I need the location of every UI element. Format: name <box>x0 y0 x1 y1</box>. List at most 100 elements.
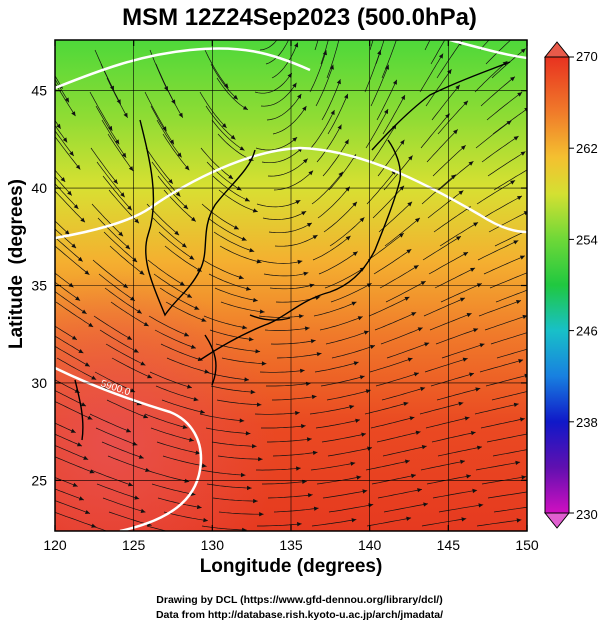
streamline <box>491 391 527 401</box>
streamline <box>254 72 293 94</box>
streamline <box>210 63 239 100</box>
colorbar-tick-label: 254 <box>576 232 598 247</box>
streamline-arrow <box>411 312 417 317</box>
streamline <box>90 469 134 487</box>
streamline-arrow <box>197 357 203 362</box>
streamline-arrow <box>302 106 307 111</box>
streamline <box>262 481 307 485</box>
streamline <box>486 433 527 443</box>
streamline <box>55 325 78 341</box>
streamline <box>374 312 417 331</box>
streamline <box>479 359 524 373</box>
streamline <box>267 158 308 177</box>
streamline-arrow <box>411 473 416 479</box>
streamline <box>200 147 234 180</box>
streamline <box>261 147 303 164</box>
streamline <box>381 40 397 79</box>
streamline-arrow <box>475 387 481 392</box>
streamline-arrow <box>455 84 460 90</box>
streamline-arrow <box>70 428 76 433</box>
streamline <box>264 327 310 331</box>
streamline-arrow <box>246 286 251 291</box>
streamline-arrow <box>478 503 484 508</box>
streamline-arrow <box>516 300 521 304</box>
streamline <box>377 488 423 499</box>
streamline <box>161 399 205 414</box>
streamline-arrow <box>312 235 318 240</box>
streamline-arrow <box>519 255 525 260</box>
streamline-arrow <box>460 145 466 150</box>
streamline-arrow <box>298 314 304 319</box>
streamline-arrow <box>323 7 327 12</box>
streamline-arrow <box>296 466 301 471</box>
streamline <box>437 446 482 457</box>
streamline <box>107 133 134 172</box>
streamline <box>209 329 254 341</box>
contour-line-ne <box>449 40 527 60</box>
streamline-arrow <box>256 402 262 407</box>
streamline-arrow <box>123 112 128 118</box>
streamline-arrow <box>441 10 445 15</box>
streamline-arrow <box>469 372 474 377</box>
streamline <box>493 506 527 513</box>
streamline-arrow <box>510 76 515 82</box>
streamline-arrow <box>438 53 444 59</box>
streamline <box>436 387 481 401</box>
streamline-arrow <box>520 48 526 53</box>
streamline <box>55 456 95 474</box>
streamline <box>148 315 190 337</box>
streamline-arrow <box>415 217 420 223</box>
streamline <box>269 284 315 290</box>
streamline-arrow <box>312 450 318 455</box>
streamline <box>155 385 199 401</box>
axis-ticks <box>54 40 528 531</box>
x-tick-label: 135 <box>279 537 303 553</box>
streamline <box>420 113 450 149</box>
streamline-arrow <box>242 105 248 110</box>
streamline-arrow <box>201 463 207 468</box>
streamline-arrow <box>169 139 174 145</box>
streamline <box>495 289 527 303</box>
streamline <box>157 497 202 509</box>
streamline <box>484 315 527 331</box>
streamline <box>436 40 463 79</box>
streamline <box>92 259 129 289</box>
streamline-arrow <box>379 7 383 12</box>
streamline <box>330 282 372 303</box>
streamline-arrow <box>297 259 303 265</box>
streamline <box>156 119 182 158</box>
streamline <box>153 273 193 298</box>
streamline <box>386 342 430 359</box>
streamline-arrow <box>406 249 412 254</box>
x-tick-label: 150 <box>515 537 539 553</box>
streamline-arrow <box>189 255 195 260</box>
streamline <box>55 169 66 183</box>
streamline <box>106 77 128 118</box>
streamline <box>99 329 139 353</box>
streamline-arrow <box>244 197 250 202</box>
streamline <box>477 240 519 261</box>
streamline-arrow <box>344 93 349 99</box>
y-tick-label: 35 <box>31 278 47 294</box>
streamline-arrow <box>261 361 267 366</box>
streamline <box>485 374 527 387</box>
streamline-arrow <box>143 414 149 419</box>
streamline-arrow <box>241 236 247 241</box>
streamline <box>440 283 482 303</box>
streamline <box>55 345 90 367</box>
streamline-arrow <box>308 170 314 176</box>
streamline-arrow <box>406 516 412 521</box>
streamline <box>369 40 374 51</box>
streamline <box>273 507 319 513</box>
streamline <box>326 389 371 401</box>
streamline-arrow <box>193 397 199 402</box>
streamline-arrow <box>81 309 87 314</box>
streamline <box>492 449 527 457</box>
streamline-arrow <box>447 69 452 75</box>
streamline <box>272 451 318 457</box>
streamline-arrow <box>81 402 86 407</box>
streamline <box>429 313 472 331</box>
streamline <box>381 387 426 401</box>
streamline <box>438 504 484 513</box>
streamline <box>257 523 302 527</box>
